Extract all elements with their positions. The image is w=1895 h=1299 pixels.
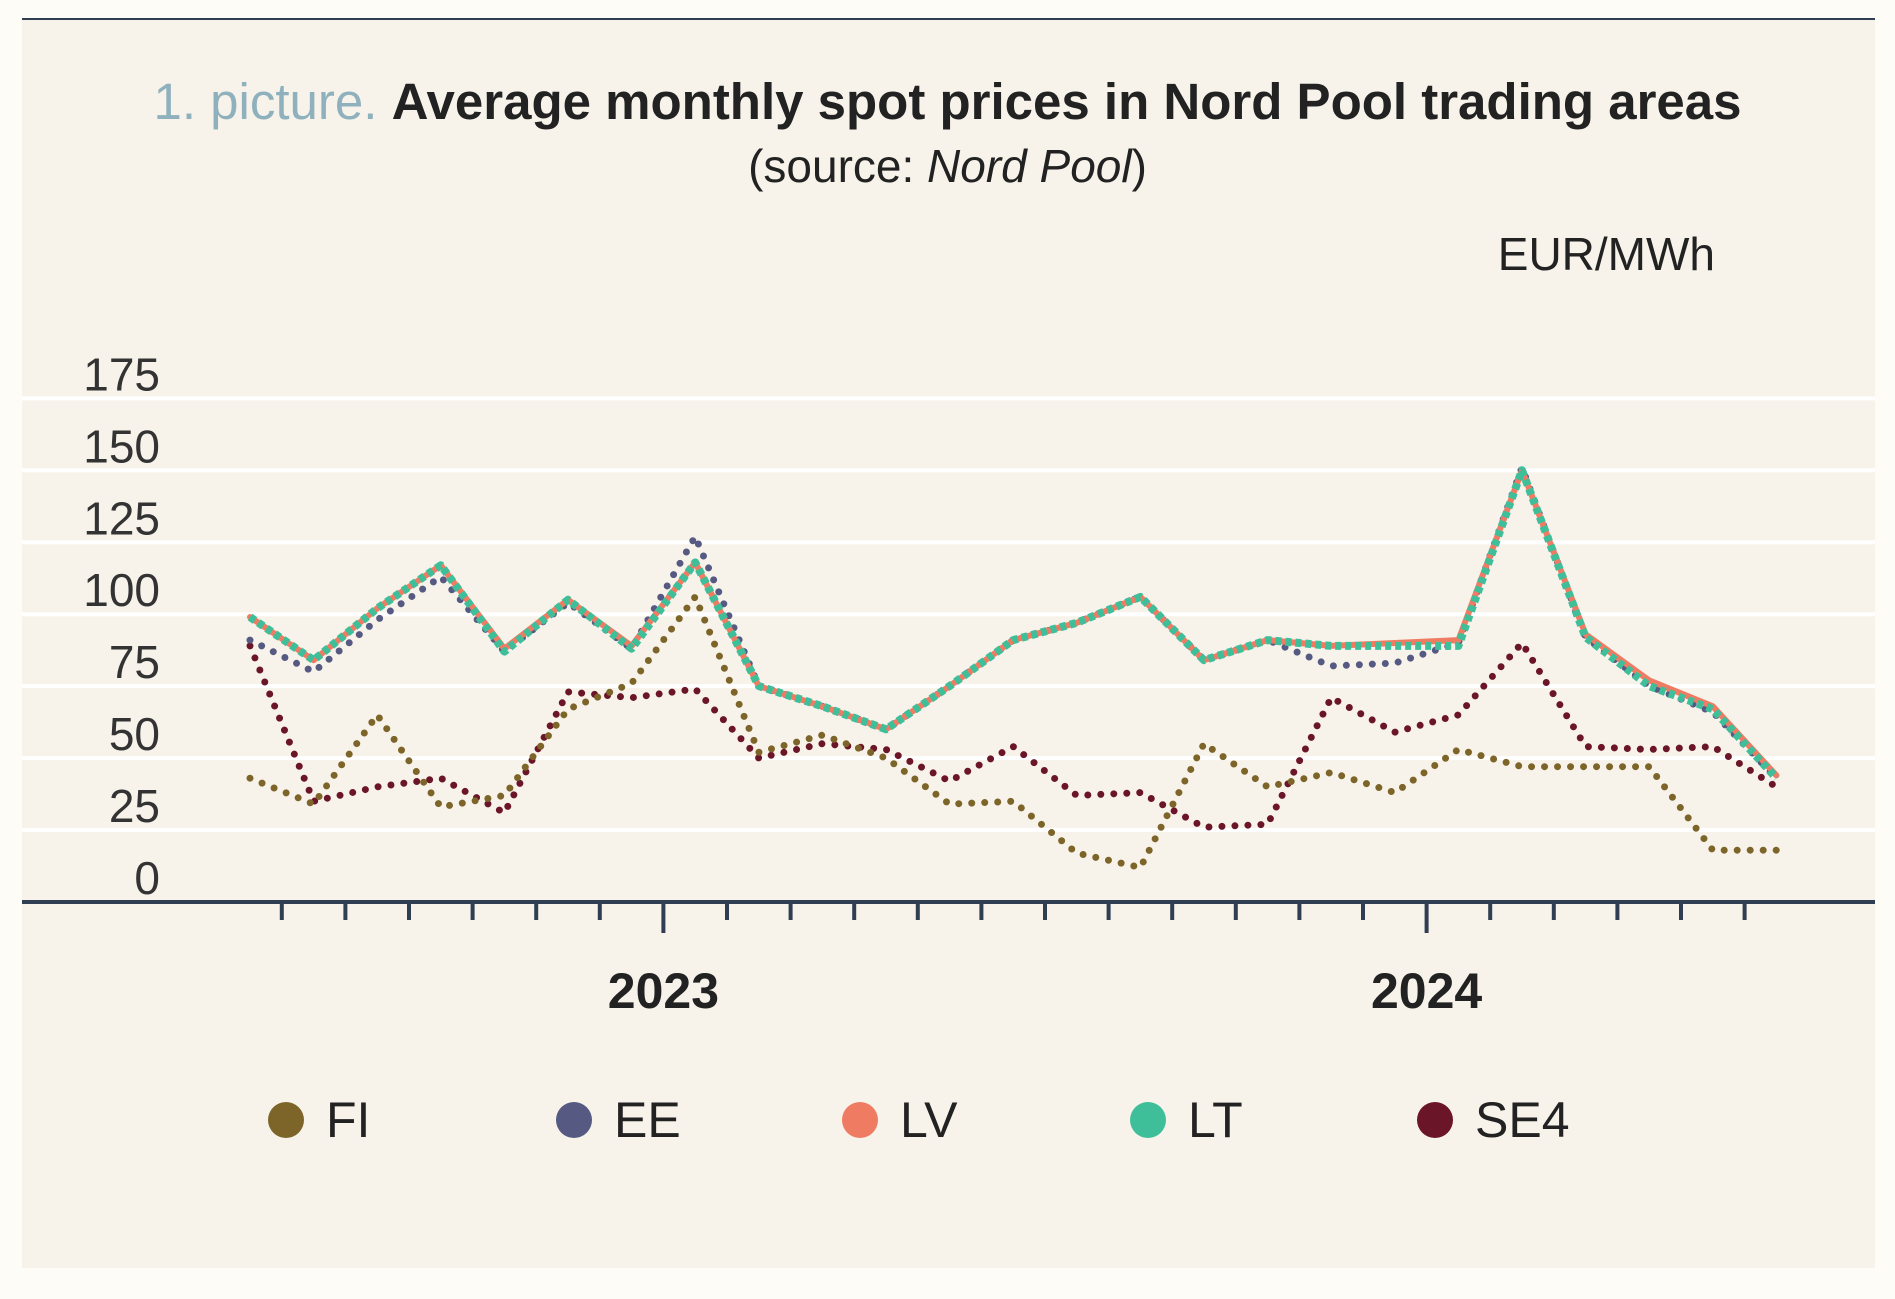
chart-subtitle: (source: Nord Pool) bbox=[0, 138, 1895, 194]
legend-swatch bbox=[1417, 1102, 1453, 1138]
figure-number: 1. picture. bbox=[153, 73, 378, 130]
legend-label: SE4 bbox=[1475, 1092, 1570, 1148]
legend-swatch bbox=[556, 1102, 592, 1138]
y-tick-label: 75 bbox=[109, 636, 160, 688]
legend: FI EE LV LT SE4 bbox=[0, 1085, 1895, 1155]
year-label: 2023 bbox=[608, 963, 719, 1019]
legend-swatch bbox=[268, 1102, 304, 1138]
gridlines bbox=[22, 396, 1875, 833]
y-tick-label: 175 bbox=[83, 348, 160, 400]
top-rule bbox=[22, 18, 1875, 20]
legend-item-lt: LT bbox=[1130, 1085, 1243, 1155]
unit-label: EUR/MWh bbox=[1498, 228, 1715, 280]
legend-label: FI bbox=[326, 1092, 371, 1148]
legend-label: EE bbox=[614, 1092, 681, 1148]
legend-item-ee: EE bbox=[556, 1085, 681, 1155]
legend-item-fi: FI bbox=[268, 1085, 370, 1155]
title-text: Average monthly spot prices in Nord Pool… bbox=[391, 73, 1742, 130]
legend-label: LV bbox=[900, 1092, 958, 1148]
y-axis-ticks: 0 25 50 75 100 125 150 175 bbox=[83, 348, 160, 904]
series-lt-line bbox=[247, 466, 1780, 781]
source-suffix: ) bbox=[1131, 140, 1147, 192]
source-name: Nord Pool bbox=[927, 140, 1132, 192]
y-tick-label: 0 bbox=[134, 852, 160, 904]
year-label: 2024 bbox=[1371, 963, 1482, 1019]
legend-swatch bbox=[842, 1102, 878, 1138]
series-lines bbox=[246, 463, 1780, 871]
y-tick-label: 50 bbox=[109, 708, 160, 760]
y-tick-label: 150 bbox=[83, 420, 160, 472]
y-tick-label: 25 bbox=[109, 780, 160, 832]
y-tick-label: 100 bbox=[83, 564, 160, 616]
series-fi-line bbox=[246, 593, 1780, 871]
source-prefix: (source: bbox=[748, 140, 928, 192]
series-se4-line bbox=[246, 639, 1780, 831]
y-tick-label: 125 bbox=[83, 492, 160, 544]
legend-label: LT bbox=[1188, 1092, 1243, 1148]
legend-swatch bbox=[1130, 1102, 1166, 1138]
legend-item-se4: SE4 bbox=[1417, 1085, 1570, 1155]
chart-title: 1. picture. Average monthly spot prices … bbox=[0, 72, 1895, 132]
legend-item-lv: LV bbox=[842, 1085, 957, 1155]
x-axis: 202320242025 bbox=[22, 900, 1875, 1019]
